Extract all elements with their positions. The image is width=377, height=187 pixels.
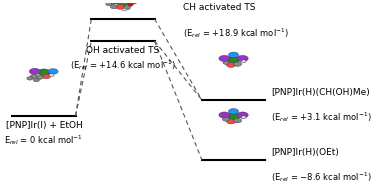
Circle shape [49, 74, 54, 76]
Text: (E$_{rel}$ = +14.6 kcal mol$^{-1}$): (E$_{rel}$ = +14.6 kcal mol$^{-1}$) [70, 58, 176, 72]
Circle shape [38, 69, 50, 76]
Circle shape [233, 62, 242, 66]
Circle shape [122, 8, 127, 11]
Circle shape [241, 60, 246, 63]
Circle shape [36, 75, 43, 79]
Text: (E$_{rel}$ = −8.6 kcal mol$^{-1}$): (E$_{rel}$ = −8.6 kcal mol$^{-1}$) [271, 171, 372, 184]
Circle shape [227, 119, 236, 124]
Text: E$_{rel}$ = 0 kcal mol$^{-1}$: E$_{rel}$ = 0 kcal mol$^{-1}$ [5, 133, 83, 147]
Circle shape [33, 78, 39, 82]
Circle shape [48, 69, 58, 74]
Text: CH activated TS: CH activated TS [183, 3, 256, 12]
Circle shape [108, 0, 120, 4]
Circle shape [237, 55, 248, 62]
Circle shape [219, 112, 230, 118]
Circle shape [123, 6, 130, 10]
Circle shape [222, 117, 230, 121]
Circle shape [43, 74, 51, 79]
Circle shape [106, 2, 112, 6]
Text: [PNP]Ir(I) + EtOH: [PNP]Ir(I) + EtOH [6, 121, 82, 130]
Text: [PNP]Ir(H)(CH(OH)Me): [PNP]Ir(H)(CH(OH)Me) [271, 88, 370, 96]
Circle shape [29, 68, 40, 75]
Circle shape [126, 0, 138, 4]
Circle shape [110, 5, 117, 9]
Circle shape [228, 52, 239, 58]
Circle shape [128, 3, 133, 6]
Circle shape [116, 4, 125, 9]
Circle shape [223, 61, 229, 64]
Circle shape [228, 109, 239, 114]
Text: [PNP]Ir(H)(OEt): [PNP]Ir(H)(OEt) [271, 148, 339, 157]
Circle shape [219, 55, 230, 62]
Circle shape [227, 113, 240, 120]
Circle shape [30, 75, 37, 78]
Text: OH activated TS: OH activated TS [86, 46, 159, 55]
Circle shape [27, 77, 33, 80]
Circle shape [227, 62, 236, 67]
Circle shape [117, 0, 129, 6]
Circle shape [227, 56, 240, 63]
Text: (E$_{rel}$ = +3.1 kcal mol$^{-1}$): (E$_{rel}$ = +3.1 kcal mol$^{-1}$) [271, 111, 372, 124]
Circle shape [112, 0, 116, 1]
Circle shape [241, 116, 246, 119]
Circle shape [237, 112, 248, 118]
Circle shape [233, 118, 242, 123]
Text: (E$_{rel}$ = +18.9 kcal mol$^{-1}$): (E$_{rel}$ = +18.9 kcal mol$^{-1}$) [183, 26, 289, 40]
